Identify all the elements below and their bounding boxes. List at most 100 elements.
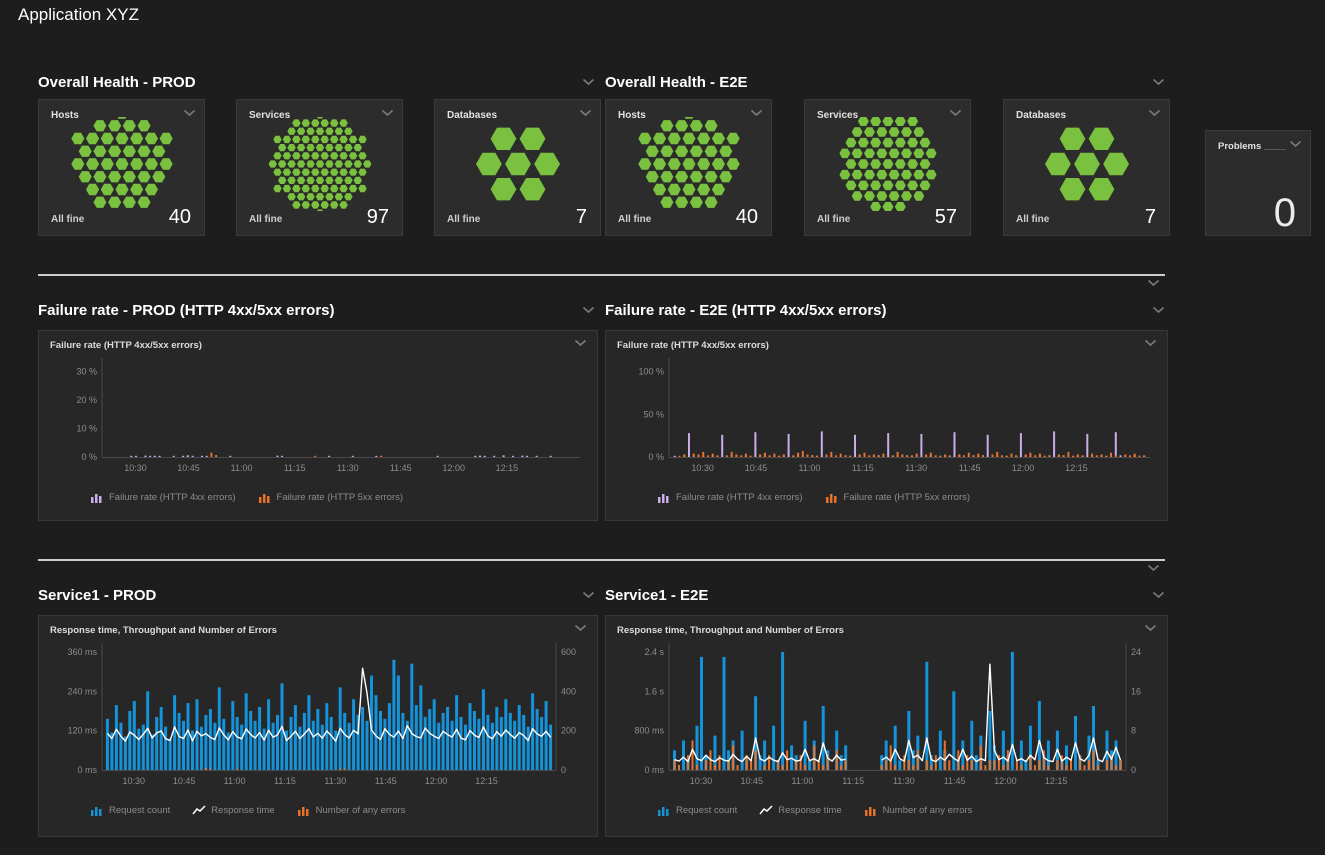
chevron-down-icon[interactable] <box>574 624 587 632</box>
chevron-down-icon[interactable] <box>1152 78 1165 86</box>
svg-text:0: 0 <box>561 765 566 775</box>
chevron-down-icon[interactable] <box>949 109 962 117</box>
chart-tile-service-prod[interactable]: Response time, Throughput and Number of … <box>38 615 598 837</box>
legend-item[interactable]: Failure rate (HTTP 5xx errors) <box>258 492 404 503</box>
legend-item[interactable]: Response time <box>759 805 841 816</box>
chevron-down-icon[interactable] <box>582 306 595 314</box>
chevron-down-icon[interactable] <box>579 109 592 117</box>
svg-text:11:15: 11:15 <box>284 463 306 473</box>
legend-item[interactable]: Number of any errors <box>864 805 973 816</box>
chart-title: Failure rate (HTTP 4xx/5xx errors) <box>50 340 586 351</box>
entity-count: 7 <box>576 206 587 229</box>
legend-item[interactable]: Failure rate (HTTP 4xx errors) <box>90 492 236 503</box>
svg-text:11:30: 11:30 <box>893 776 915 786</box>
honeycomb-chart[interactable] <box>265 117 375 211</box>
chart-tile-service-e2e[interactable]: Response time, Throughput and Number of … <box>605 615 1168 837</box>
chart-legend: Failure rate (HTTP 4xx errors) Failure ra… <box>90 492 586 503</box>
chevron-down-icon[interactable] <box>1144 624 1157 632</box>
chart-title: Response time, Throughput and Number of … <box>617 625 1156 636</box>
health-tile-hosts-prod[interactable]: Hosts All fine 40 <box>38 99 205 236</box>
honeycomb-chart[interactable] <box>833 117 943 211</box>
health-tile-hosts-e2e[interactable]: Hosts All fine 40 <box>605 99 772 236</box>
health-tile-services-e2e[interactable]: Services All fine 57 <box>804 99 971 236</box>
chevron-down-icon[interactable] <box>574 339 587 347</box>
svg-text:11:45: 11:45 <box>375 776 397 786</box>
chevron-down-icon[interactable] <box>582 78 595 86</box>
svg-text:12:15: 12:15 <box>475 776 498 786</box>
svg-text:0 ms: 0 ms <box>77 765 97 775</box>
legend-item[interactable]: Response time <box>192 805 274 816</box>
entity-count: 7 <box>1145 206 1156 229</box>
legend-item[interactable]: Failure rate (HTTP 4xx errors) <box>657 492 803 503</box>
svg-text:12:00: 12:00 <box>1012 463 1035 473</box>
health-tile-databases-prod[interactable]: Databases All fine 7 <box>434 99 601 236</box>
chart-legend: Request count Response time Number of any … <box>657 805 1156 816</box>
chevron-down-icon[interactable] <box>183 109 196 117</box>
svg-text:0: 0 <box>1131 765 1136 775</box>
svg-text:11:15: 11:15 <box>852 463 874 473</box>
line-series-legend-icon <box>192 805 206 816</box>
entity-count: 40 <box>736 206 758 229</box>
svg-text:11:15: 11:15 <box>274 776 296 786</box>
svg-text:11:45: 11:45 <box>959 463 981 473</box>
svg-text:50 %: 50 % <box>643 409 664 419</box>
bar-series-legend-icon <box>825 492 839 503</box>
health-tile-databases-e2e[interactable]: Databases All fine 7 <box>1003 99 1170 236</box>
bar-series-legend-icon <box>258 492 272 503</box>
service-prod-chart[interactable]: 360 ms240 ms120 ms0 ms600400200010:3010:… <box>50 638 586 800</box>
section-divider <box>38 559 1165 561</box>
chevron-down-icon[interactable] <box>1147 279 1160 287</box>
health-tile-services-prod[interactable]: Services All fine 97 <box>236 99 403 236</box>
chart-tile-failure-prod[interactable]: Failure rate (HTTP 4xx/5xx errors) 30 %2… <box>38 330 598 521</box>
svg-text:11:45: 11:45 <box>390 463 412 473</box>
section-title-service-prod: Service1 - PROD <box>38 587 156 604</box>
svg-text:120 ms: 120 ms <box>67 726 97 736</box>
failure-rate-prod-chart[interactable]: 30 %20 %10 %0 %10:3010:4511:0011:1511:30… <box>50 353 586 487</box>
bar-series-legend-icon <box>657 492 671 503</box>
legend-label: Failure rate (HTTP 5xx errors) <box>277 492 404 503</box>
chart-legend: Request count Response time Number of any … <box>90 805 586 816</box>
section-title-failure-prod: Failure rate - PROD (HTTP 4xx/5xx errors… <box>38 302 335 319</box>
chevron-down-icon[interactable] <box>1289 140 1302 148</box>
chevron-down-icon[interactable] <box>1144 339 1157 347</box>
service-e2e-chart[interactable]: 2.4 s1.6 s800 ms0 ms24168010:3010:4511:0… <box>617 638 1156 800</box>
chevron-down-icon[interactable] <box>1152 591 1165 599</box>
chevron-down-icon[interactable] <box>1148 109 1161 117</box>
chevron-down-icon[interactable] <box>381 109 394 117</box>
chevron-down-icon[interactable] <box>750 109 763 117</box>
svg-text:11:30: 11:30 <box>337 463 359 473</box>
legend-item[interactable]: Failure rate (HTTP 5xx errors) <box>825 492 971 503</box>
chart-title: Response time, Throughput and Number of … <box>50 625 586 636</box>
health-tiles-e2e: Hosts All fine 40 Services All fine 57 D… <box>605 99 1170 236</box>
legend-label: Response time <box>211 805 274 816</box>
section-title-health-prod: Overall Health - PROD <box>38 74 196 91</box>
svg-text:11:00: 11:00 <box>231 463 253 473</box>
legend-item[interactable]: Number of any errors <box>297 805 406 816</box>
bar-series-legend-icon <box>90 492 104 503</box>
problems-tile[interactable]: Problems 0 <box>1205 130 1311 236</box>
svg-text:10:30: 10:30 <box>123 776 146 786</box>
honeycomb-chart[interactable] <box>67 117 177 211</box>
svg-text:10:45: 10:45 <box>173 776 196 786</box>
legend-label: Request count <box>676 805 737 816</box>
svg-text:12:15: 12:15 <box>1065 463 1088 473</box>
svg-text:11:30: 11:30 <box>905 463 927 473</box>
bar-series-legend-icon <box>657 805 671 816</box>
section-header-service-prod: Service1 - PROD <box>38 585 595 605</box>
chart-title: Failure rate (HTTP 4xx/5xx errors) <box>617 340 1156 351</box>
honeycomb-chart[interactable] <box>634 117 744 211</box>
legend-item[interactable]: Request count <box>657 805 737 816</box>
svg-text:11:00: 11:00 <box>792 776 814 786</box>
chevron-down-icon[interactable] <box>1147 564 1160 572</box>
failure-rate-e2e-chart[interactable]: 100 %50 %0 %10:3010:4511:0011:1511:3011:… <box>617 353 1156 487</box>
svg-text:240 ms: 240 ms <box>67 686 97 696</box>
chart-tile-failure-e2e[interactable]: Failure rate (HTTP 4xx/5xx errors) 100 %… <box>605 330 1168 521</box>
honeycomb-chart[interactable] <box>1032 117 1142 211</box>
svg-text:12:15: 12:15 <box>496 463 519 473</box>
chevron-down-icon[interactable] <box>1152 306 1165 314</box>
honeycomb-chart[interactable] <box>463 117 573 211</box>
legend-item[interactable]: Request count <box>90 805 170 816</box>
status-text: All fine <box>447 214 480 225</box>
chevron-down-icon[interactable] <box>582 591 595 599</box>
page-title: Application XYZ <box>18 5 139 25</box>
